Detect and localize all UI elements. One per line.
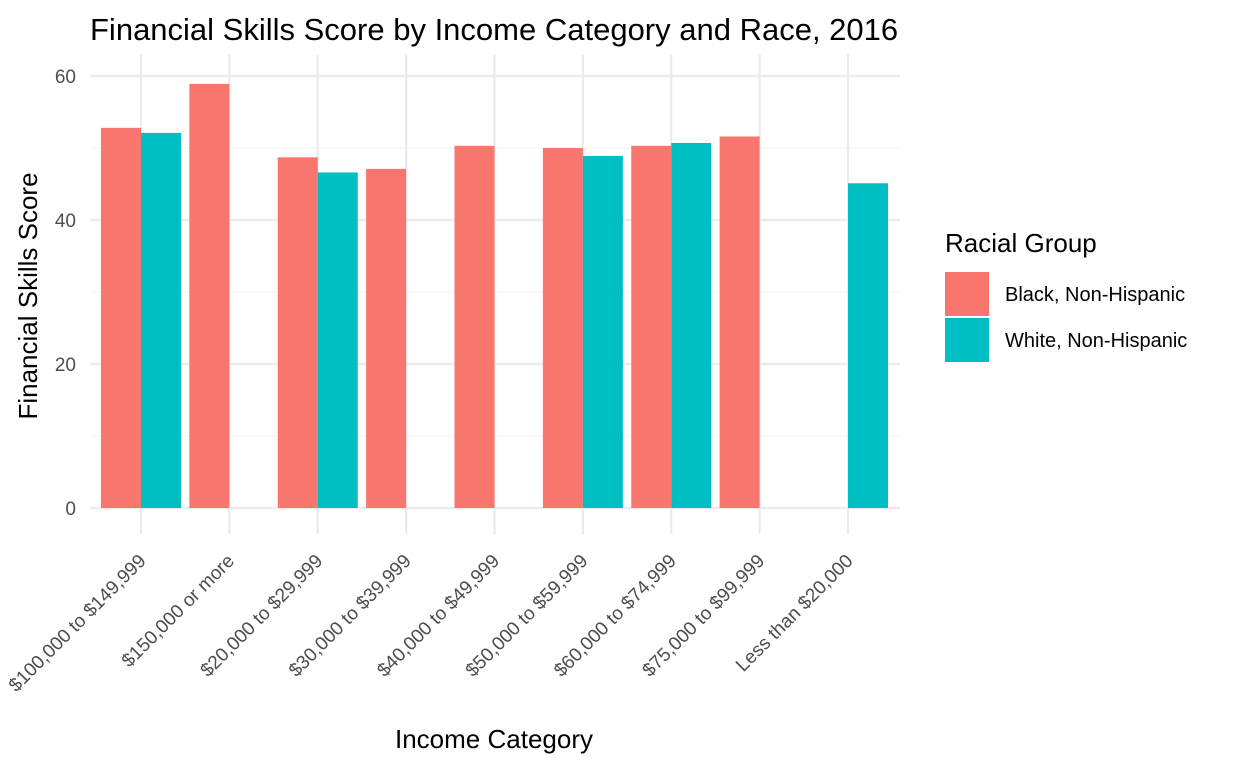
bar: [631, 145, 672, 508]
legend: Racial Group Black, Non-Hispanic White, N…: [945, 228, 1187, 362]
bars: [101, 83, 888, 509]
y-tick-label: 60: [55, 67, 76, 88]
legend-label: Black, Non-Hispanic: [1005, 284, 1185, 306]
bar: [848, 183, 888, 508]
bar: [366, 168, 407, 508]
x-axis-ticks: $100,000 to $149,999$150,000 or more$20,…: [5, 551, 858, 697]
y-axis-ticks: 0 20 40 60: [55, 67, 76, 520]
legend-items: Black, Non-Hispanic White, Non-Hispanic: [945, 272, 1187, 362]
bar: [454, 145, 495, 508]
legend-swatch: [945, 318, 989, 362]
y-tick-label: 0: [65, 499, 76, 520]
x-axis-title: Income Category: [395, 724, 593, 754]
bar: [189, 83, 230, 509]
y-axis-title: Financial Skills Score: [13, 172, 43, 419]
bar: [719, 136, 760, 509]
bar: [542, 148, 583, 508]
x-tick-label: $100,000 to $149,999: [5, 551, 151, 697]
legend-title: Racial Group: [945, 228, 1097, 258]
y-tick-label: 20: [55, 355, 76, 376]
bar: [277, 157, 318, 509]
bar: [317, 172, 358, 509]
legend-label: White, Non-Hispanic: [1005, 330, 1187, 352]
bar: [141, 132, 181, 508]
chart-title: Financial Skills Score by Income Categor…: [90, 12, 898, 47]
legend-swatch: [945, 272, 989, 316]
bar: [582, 155, 623, 509]
bar: [101, 127, 141, 508]
y-tick-label: 40: [55, 211, 76, 232]
bar: [671, 142, 712, 508]
